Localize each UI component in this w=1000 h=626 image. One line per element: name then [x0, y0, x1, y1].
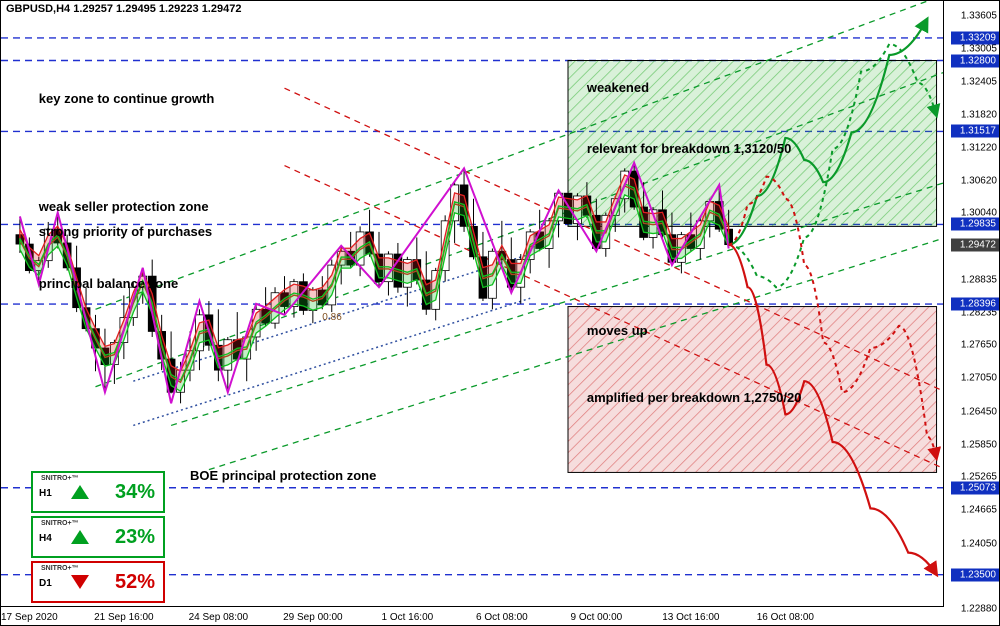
y-tick: 1.22880	[961, 604, 997, 615]
panel-value: 52%	[115, 571, 155, 594]
annotation-text: moves up	[587, 323, 648, 338]
y-tick: 1.26450	[961, 406, 997, 417]
y-axis: 1.336051.330051.324051.318201.312201.306…	[943, 1, 999, 625]
y-tick: 1.31820	[961, 109, 997, 120]
y-tick: 1.27050	[961, 373, 997, 384]
panel-timeframe: H1	[39, 488, 52, 499]
indicator-panel-H1: SNITRO+™ H1 34%	[31, 471, 165, 513]
x-tick: 29 Sep 00:00	[283, 612, 343, 623]
annotation-text: BOE principal protection zone	[190, 468, 376, 483]
y-price-box: 1.31517	[951, 125, 999, 138]
trend-up-icon	[71, 530, 89, 544]
panel-timeframe: H4	[39, 533, 52, 544]
y-price-box: 1.29472	[951, 238, 999, 251]
y-price-box: 1.33209	[951, 31, 999, 44]
y-price-box: 1.25073	[951, 481, 999, 494]
indicator-panel-D1: SNITRO+™ D1 52%	[31, 561, 165, 603]
x-tick: 1 Oct 16:00	[381, 612, 433, 623]
y-tick: 1.31220	[961, 142, 997, 153]
indicator-panel-H4: SNITRO+™ H4 23%	[31, 516, 165, 558]
y-tick: 1.30620	[961, 176, 997, 187]
x-tick: 13 Oct 16:00	[662, 612, 719, 623]
annotation-text: weak seller protection zone	[39, 199, 209, 214]
y-price-box: 1.32800	[951, 54, 999, 67]
panel-value: 23%	[115, 526, 155, 549]
trend-up-icon	[71, 485, 89, 499]
panel-brand: SNITRO+™	[41, 565, 79, 572]
annotation-text: relevant for breakdown 1,3120/50	[587, 141, 791, 156]
panel-brand: SNITRO+™	[41, 520, 79, 527]
y-price-box: 1.23500	[951, 568, 999, 581]
y-tick: 1.24050	[961, 539, 997, 550]
annotation-text: key zone to continue growth	[39, 91, 215, 106]
y-tick: 1.27650	[961, 340, 997, 351]
panel-brand: SNITRO+™	[41, 475, 79, 482]
x-tick: 17 Sep 2020	[1, 612, 58, 623]
y-tick: 1.28835	[961, 274, 997, 285]
x-tick: 9 Oct 00:00	[570, 612, 622, 623]
annotation-text: principal balance zone	[39, 276, 178, 291]
x-tick: 16 Oct 08:00	[757, 612, 814, 623]
y-tick: 1.32405	[961, 77, 997, 88]
x-axis: 17 Sep 2020 21 Sep 16:00 24 Sep 08:00 29 Se…	[1, 606, 944, 625]
chart-container: GBPUSD,H4 1.29257 1.29495 1.29223 1.2947…	[0, 0, 1000, 626]
x-tick: 21 Sep 16:00	[94, 612, 154, 623]
annotation-text: weakened	[587, 80, 649, 95]
y-price-box: 1.29835	[951, 218, 999, 231]
y-tick: 1.24665	[961, 505, 997, 516]
annotation-text: strong priority of purchases	[39, 224, 212, 239]
y-price-box: 1.28396	[951, 298, 999, 311]
annotation-text: amplified per breakdown 1,2750/20	[587, 390, 802, 405]
x-tick: 6 Oct 08:00	[476, 612, 528, 623]
y-tick: 1.25850	[961, 439, 997, 450]
annotation-text: 0.86	[322, 312, 341, 323]
panel-timeframe: D1	[39, 578, 52, 589]
x-tick: 24 Sep 08:00	[189, 612, 249, 623]
trend-down-icon	[71, 575, 89, 589]
panel-value: 34%	[115, 481, 155, 504]
y-tick: 1.33605	[961, 11, 997, 22]
